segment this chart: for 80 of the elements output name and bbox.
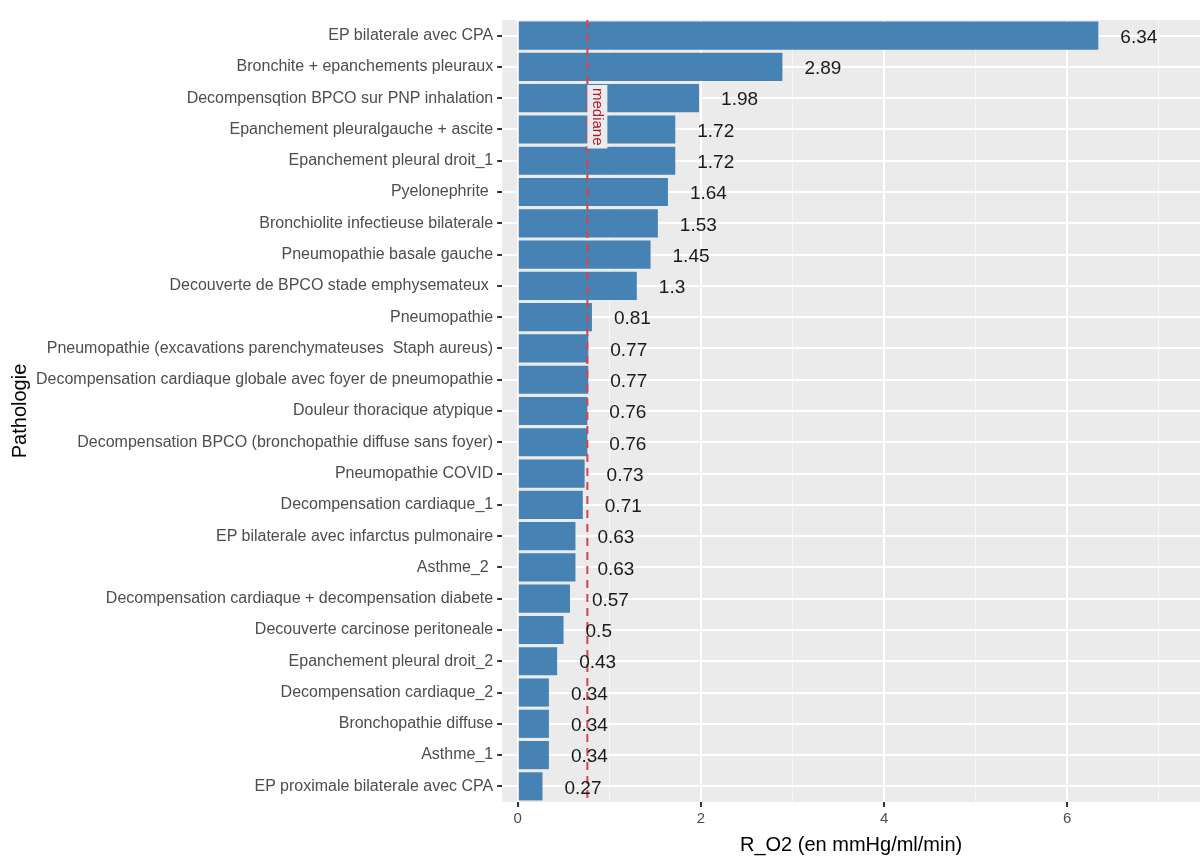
y-tick-label: Douleur thoracique atypique: [293, 401, 494, 419]
bar: [518, 709, 549, 738]
y-tick-label: Decompensation cardiaque + decompensation diabete: [105, 589, 494, 607]
data-label: 0.76: [609, 401, 647, 423]
data-label: 0.5: [585, 620, 612, 642]
data-label: 0.81: [613, 307, 651, 329]
data-label: 1.53: [679, 213, 717, 235]
y-tick-label: EP proximale bilaterale avec CPA: [254, 776, 494, 794]
bar: [518, 615, 564, 645]
bar: [518, 490, 583, 519]
data-label: 0.71: [604, 495, 642, 517]
data-label: 0.34: [570, 682, 609, 704]
y-tick-label: Pyelonephrite: [390, 182, 494, 200]
x-axis-title: R_O2 (en mmHg/ml/min): [739, 832, 963, 856]
data-label: 0.76: [609, 432, 647, 454]
data-label: 0.27: [564, 776, 602, 798]
y-tick-label: Asthme_1: [421, 745, 494, 764]
y-tick-label: Epanchement pleural droit_2: [288, 651, 494, 670]
y-tick-label: Bronchiolite infectieuse bilaterale: [259, 213, 494, 231]
data-label: 0.63: [597, 526, 635, 548]
ref-line-label: mediane: [590, 88, 608, 146]
data-label: 0.77: [610, 369, 648, 391]
bar: [518, 678, 549, 707]
y-tick-label: EP bilaterale avec CPA: [328, 26, 494, 44]
y-tick-label: Decompensqtion BPCO sur PNP inhalation: [186, 88, 494, 106]
bar: [518, 584, 570, 613]
bar: [518, 334, 589, 363]
bar: [518, 365, 589, 394]
data-label: 1.72: [697, 119, 735, 141]
bar: [518, 772, 543, 801]
data-label: 0.73: [606, 463, 644, 485]
data-label: 0.43: [579, 651, 617, 673]
data-label: 0.57: [591, 588, 629, 610]
bar: [518, 271, 637, 300]
data-label: 0.34: [570, 745, 609, 767]
y-axis-title: Pathologie: [7, 363, 30, 459]
y-tick-label: Decompensation cardiaque_2: [280, 682, 494, 701]
data-label: 0.34: [570, 714, 609, 736]
y-tick-label: Pneumopathie COVID: [334, 463, 494, 481]
y-tick-label: Pneumopathie: [390, 307, 494, 325]
bar: [518, 553, 576, 582]
bar: [518, 522, 576, 551]
bar: [518, 428, 588, 457]
y-tick-label: Bronchite + epanchements pleuraux: [236, 57, 494, 75]
y-tick-label: Decompensation cardiaque globale avec foyer de pneumopathie: [35, 370, 494, 388]
bar: [518, 396, 588, 426]
y-tick-label: Decouverte de BPCO stade emphysemateux: [169, 276, 494, 294]
y-tick-label: Decompensation cardiaque_1: [280, 495, 494, 514]
bar: [518, 21, 1099, 50]
x-tick-label: 4: [879, 809, 889, 827]
data-label: 1.98: [721, 88, 759, 110]
data-label: 0.77: [610, 338, 648, 360]
y-tick-label: Pneumopathie (excavations parenchymateuses Staph aureus): [46, 338, 494, 356]
x-tick-label: 0: [513, 809, 522, 827]
y-tick-label: Decompensation BPCO (bronchopathie diffuse sans foyer): [77, 432, 494, 450]
data-label: 6.34: [1120, 25, 1158, 47]
data-label: 2.89: [804, 57, 842, 79]
y-tick-label: Decouverte carcinose peritoneale: [254, 620, 494, 638]
y-tick-label: Pneumopathie basale gauche: [281, 245, 494, 263]
data-label: 1.3: [658, 276, 686, 298]
y-tick-label: Epanchement pleural droit_1: [288, 151, 494, 170]
data-label: 1.64: [689, 182, 728, 204]
y-tick-label: Asthme_2: [416, 557, 494, 576]
y-tick-label: EP bilaterale avec infarctus pulmonaire: [216, 526, 494, 544]
bar: [518, 303, 592, 332]
x-tick-label: 2: [696, 809, 706, 827]
bar: [518, 146, 676, 175]
bar: [518, 459, 585, 488]
bar: [518, 647, 558, 676]
bar: [518, 240, 651, 269]
y-tick-label: Bronchopathie diffuse: [338, 714, 494, 732]
bar: [518, 741, 549, 770]
y-tick-label: Epanchement pleuralgauche + ascite: [229, 119, 494, 137]
bar: [518, 177, 668, 207]
data-label: 1.72: [697, 150, 735, 172]
x-tick-label: 6: [1063, 809, 1072, 827]
bar: [518, 209, 658, 238]
data-label: 1.45: [672, 244, 710, 266]
bar: [518, 52, 783, 81]
data-label: 0.63: [597, 557, 635, 579]
